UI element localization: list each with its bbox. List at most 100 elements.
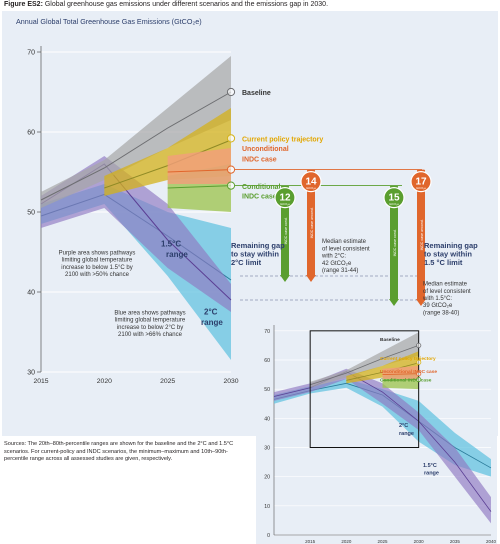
gap-bar — [390, 185, 398, 300]
blue-note-line-3: increase to below 2°C by — [117, 325, 183, 331]
y-tick-label: 60 — [27, 130, 35, 137]
gap-unit: GtCO₂e — [416, 186, 426, 190]
inset-label-baseline: Baseline — [380, 337, 400, 343]
main-chart-panel: Annual Global Total Greenhouse Gas Emiss… — [2, 11, 498, 436]
median-line-unconditional-indc-case — [167, 169, 232, 173]
median-2c-label-line-3: with 2°C: — [321, 254, 346, 260]
y-tick-label: 40 — [27, 290, 35, 297]
x-tick-label: 2030 — [223, 378, 238, 385]
gap-15c-label-line-1: Remaining gap — [424, 241, 478, 250]
label-conditional-2: INDC case — [242, 193, 277, 200]
band-unconditional-indc-case — [167, 148, 231, 184]
figure-label: Figure ES2: — [4, 1, 43, 8]
x-tick-label: 2025 — [160, 378, 175, 385]
gap-unit: GtCO₂e — [306, 186, 316, 190]
label-15c-1: 1.5°C — [161, 239, 181, 248]
inset-x-tick-label: 2020 — [341, 539, 352, 544]
label-baseline: Baseline — [242, 90, 271, 97]
sources-note: Sources: The 20th–80th-percentile ranges… — [4, 441, 234, 463]
purple-note-line-1: Purple area shows pathways — [59, 250, 136, 256]
inset-current-policy-marker — [416, 359, 422, 365]
inset-y-tick-label: 70 — [264, 329, 270, 335]
current-policy-marker — [226, 134, 236, 143]
gap-bar-label: INDC case uncond. — [420, 219, 424, 250]
inset-x-tick-label: 2015 — [305, 539, 316, 544]
gap-badge — [410, 171, 432, 193]
purple-note-line-4: 2100 with >50% chance — [65, 272, 130, 278]
gap-bar-label: INDC case uncond. — [310, 207, 314, 238]
gap-badge — [300, 171, 322, 193]
main-chart: Annual Global Total Greenhouse Gas Emiss… — [16, 17, 478, 385]
inset-y-tick-label: 40 — [264, 416, 270, 422]
gap-bar-label: INDC case cond. — [284, 217, 288, 244]
inset-median-conditional-indc-case — [382, 379, 419, 381]
gap-value: 12 — [279, 193, 291, 204]
gap-15c-label-line-3: 1.5 °C limit — [424, 258, 463, 267]
gap-arrow — [280, 275, 290, 282]
gap-value: 17 — [415, 177, 427, 188]
inset-y-tick-label: 20 — [264, 475, 270, 481]
inset-y-tick-label: 10 — [264, 504, 270, 510]
inset-label-current-policy: Current policy trajectory — [380, 356, 436, 362]
inset-x-tick-label: 2035 — [450, 539, 461, 544]
gap-2c-label-line-3: 2°C limit — [231, 258, 262, 267]
baseline-marker — [226, 87, 236, 97]
median-2c-label-line-5: (range 31-44) — [322, 268, 358, 274]
inset-x-tick-label: 2025 — [377, 539, 388, 544]
blue-note-line-1: Blue area shows pathways — [114, 310, 185, 316]
gap-unit: GtCO₂e — [280, 202, 290, 206]
y-tick-label: 30 — [27, 370, 35, 377]
inset-label-2c-1: 2°C — [399, 423, 408, 429]
y-tick-label: 70 — [27, 50, 35, 57]
inset-unconditional-marker — [416, 371, 422, 377]
inset-zoom-box — [309, 330, 420, 448]
gap-unit: GtCO₂e — [389, 202, 399, 206]
inset-y-tick-label: 30 — [264, 446, 270, 452]
inset-label-2c-2: range — [399, 431, 414, 437]
median-line-baseline — [40, 91, 232, 201]
inset-label-15c-2: range — [424, 471, 439, 477]
median-15c-label-line-3: with 1.5°C: — [422, 296, 452, 302]
median-15c-label-line-2: of level consistent — [423, 289, 471, 295]
inset-band-baseline — [310, 332, 419, 388]
gap-arrow — [416, 299, 426, 306]
unconditional-marker — [226, 165, 236, 174]
y-tick-label: 50 — [27, 210, 35, 217]
inset-median-baseline — [310, 345, 419, 386]
x-tick-label: 2020 — [97, 378, 112, 385]
inset-x-tick-label: 2030 — [414, 539, 425, 544]
inset-y-tick-label: 60 — [264, 358, 270, 364]
blue-note-line-2: limiting global temperature — [115, 318, 186, 324]
inset-label-conditional: Conditional INDC case — [380, 378, 432, 384]
gap-2c-label-line-1: Remaining gap — [231, 241, 285, 250]
inset-band-unconditional-indc-case — [382, 365, 419, 379]
conditional-marker — [226, 181, 236, 190]
chart-title: Annual Global Total Greenhouse Gas Emiss… — [16, 17, 202, 26]
band-baseline — [41, 56, 231, 208]
inset-band-1-5-c-range — [274, 368, 491, 524]
gap-value: 14 — [305, 177, 317, 188]
inset-conditional-marker — [416, 376, 422, 383]
median-15c-label-line-5: (range 38-40) — [423, 310, 459, 316]
inset-median-unconditional-indc-case — [382, 373, 419, 375]
purple-note-line-3: increase to below 1.5°C by — [61, 265, 132, 271]
median-2c-label-line-2: of level consistent — [322, 246, 370, 252]
band-1-5-c-range — [41, 156, 231, 312]
figure-caption-text: Global greenhouse gas emissions under di… — [44, 1, 329, 8]
median-2c-label-line-1: Median estimate — [322, 239, 367, 245]
purple-note-line-2: limiting global temperature — [62, 258, 133, 264]
gap-15c-label-line-2: to stay within — [424, 250, 472, 259]
gap-arrow — [306, 275, 316, 282]
median-15c-label-line-4: 39 GtCO₂e — [423, 303, 453, 309]
label-unconditional-2: INDC case — [242, 157, 277, 164]
gap-arrow — [389, 299, 399, 306]
label-conditional-1: Conditional — [242, 184, 281, 191]
label-current-policy: Current policy trajectory — [242, 136, 323, 143]
inset-label-15c-1: 1.5°C — [423, 463, 437, 469]
median-2c-label-line-4: 42 GtCO₂e — [322, 261, 352, 267]
gap-bar — [307, 169, 315, 276]
inset-chart-panel: 0 10 20 30 40 50 60 70 2015 2020 2025 2030 2035 2040 B… — [256, 318, 497, 544]
gap-bar — [417, 169, 425, 300]
gap-bar-label: INDC case cond. — [393, 229, 397, 256]
inset-baseline-marker — [416, 342, 422, 349]
